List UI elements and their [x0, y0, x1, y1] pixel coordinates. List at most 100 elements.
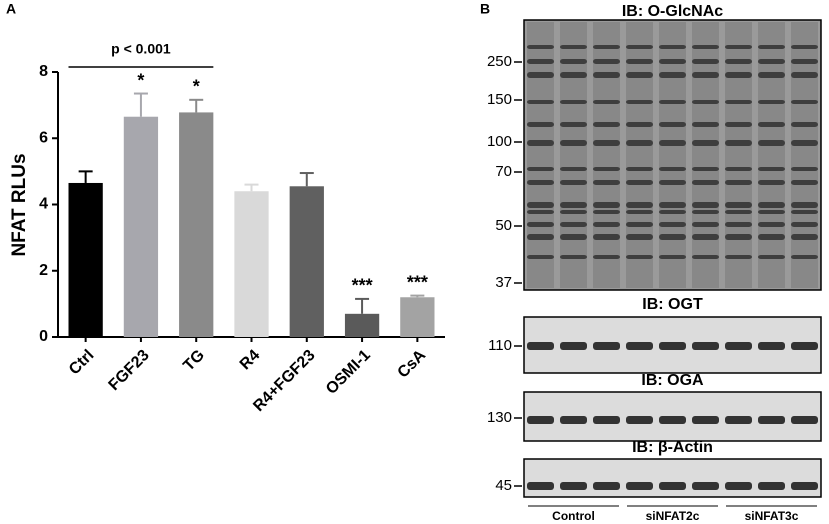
bar [400, 297, 435, 337]
band [659, 202, 686, 208]
band [791, 222, 818, 227]
y-tick-label: 8 [39, 63, 48, 80]
band [692, 59, 719, 64]
y-tick-label: 4 [39, 196, 48, 213]
band [527, 222, 554, 227]
y-tick-label: 6 [39, 129, 48, 146]
band [659, 59, 686, 64]
band [692, 222, 719, 227]
band [659, 45, 686, 49]
blot-title: IB: O-GlcNAc [622, 3, 723, 20]
band [692, 100, 719, 104]
band [560, 234, 587, 240]
band [692, 202, 719, 208]
band [725, 59, 752, 64]
band [725, 255, 752, 259]
lane [527, 22, 554, 288]
band [626, 59, 653, 64]
band [527, 167, 554, 171]
band [560, 45, 587, 49]
band [593, 140, 620, 146]
band [725, 122, 752, 127]
band [626, 122, 653, 127]
blot-title: IB: β-Actin [632, 439, 713, 456]
band [527, 234, 554, 240]
band [692, 167, 719, 171]
mw-marker: 45 [495, 477, 512, 494]
band [758, 59, 785, 64]
band [593, 234, 620, 240]
band [692, 122, 719, 127]
band [791, 202, 818, 208]
band [758, 180, 785, 185]
band [725, 45, 752, 49]
band [560, 255, 587, 259]
bar [68, 182, 103, 337]
band [626, 100, 653, 104]
band [659, 122, 686, 127]
band [791, 234, 818, 240]
band [725, 416, 752, 424]
band [791, 167, 818, 171]
bracket-label: p < 0.001 [111, 41, 171, 57]
band [758, 210, 785, 214]
band [692, 45, 719, 49]
band [659, 72, 686, 78]
significance: * [193, 77, 200, 97]
band [692, 72, 719, 78]
band [791, 342, 818, 350]
band [626, 72, 653, 78]
bar [179, 112, 214, 337]
band [791, 100, 818, 104]
band [593, 255, 620, 259]
blot-background [523, 458, 822, 498]
band [659, 255, 686, 259]
band [560, 180, 587, 185]
band [626, 255, 653, 259]
band [527, 100, 554, 104]
band [560, 72, 587, 78]
band [560, 100, 587, 104]
band [791, 482, 818, 490]
band [758, 342, 785, 350]
blot-title: IB: OGT [642, 296, 703, 313]
band [725, 140, 752, 146]
band [626, 202, 653, 208]
band [659, 234, 686, 240]
band [758, 72, 785, 78]
band [659, 342, 686, 350]
y-axis-label: NFAT RLUs [9, 153, 30, 256]
band [560, 122, 587, 127]
mw-marker: 130 [487, 409, 512, 426]
band [593, 202, 620, 208]
bar [289, 186, 324, 337]
mw-marker: 150 [487, 91, 512, 108]
band [758, 416, 785, 424]
lane [593, 22, 620, 288]
band [593, 222, 620, 227]
band [791, 140, 818, 146]
x-tick-label: CsA [395, 346, 430, 381]
band [593, 180, 620, 185]
band [725, 342, 752, 350]
band [791, 210, 818, 214]
significance: * [137, 70, 144, 90]
lane [758, 22, 785, 288]
band [593, 72, 620, 78]
blot-title: IB: OGA [641, 372, 704, 389]
band [692, 210, 719, 214]
band [593, 59, 620, 64]
mw-marker: 110 [488, 337, 512, 354]
mw-marker: 250 [487, 53, 512, 70]
band [626, 342, 653, 350]
band [758, 45, 785, 49]
x-tick-label: Ctrl [66, 347, 98, 379]
band [626, 234, 653, 240]
panel-label: A [6, 1, 16, 17]
bar [234, 191, 269, 337]
band [527, 140, 554, 146]
band [626, 482, 653, 490]
band [593, 167, 620, 171]
band [758, 202, 785, 208]
